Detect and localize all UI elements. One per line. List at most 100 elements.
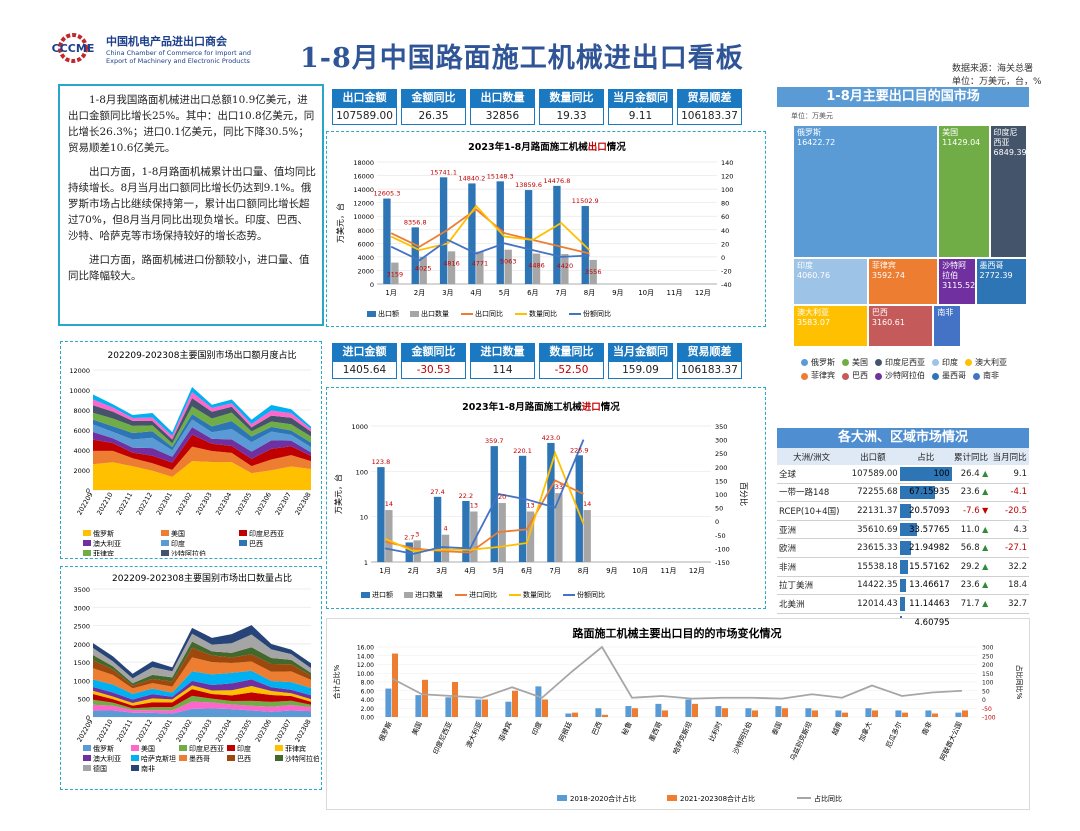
quantity-yoy-line: [384, 450, 585, 553]
y-tick-label: 2.00: [361, 706, 375, 713]
share-yoy-line: [384, 439, 585, 555]
region-month: 32.2: [990, 557, 1029, 577]
table-row: 非洲 15538.18 15.57162 29.2 ▲ 32.2: [777, 557, 1029, 577]
legend-swatch: [131, 765, 139, 771]
treemap-legend-item: 俄罗斯: [801, 357, 835, 369]
y-tick-label: 2000: [73, 641, 90, 649]
region-col-header: 占比: [899, 448, 952, 465]
x-tick-label: 11月: [661, 567, 677, 575]
quantity-bar: [476, 251, 484, 284]
org-name-en-1: China Chamber of Commerce for Import and: [106, 49, 252, 57]
legend-swatch: [131, 755, 139, 761]
export-kpi-label: 金额同比: [401, 89, 466, 107]
amount-bar: [524, 190, 533, 284]
region-name: 非洲: [777, 557, 847, 577]
treemap-cell-value: 3115.52: [942, 281, 976, 291]
area-qty-chart-title: 202209-202308主要国别市场出口数量占比: [112, 572, 292, 584]
export-plot: [377, 161, 717, 285]
treemap-legend-item: 菲律宾: [801, 370, 835, 382]
amount-bar: [575, 455, 583, 562]
table-row: 北美洲 12014.43 11.14463 71.7 ▲ 32.7: [777, 594, 1029, 614]
y2-tick-label: -100: [982, 715, 996, 722]
share-bar: [899, 578, 907, 593]
treemap-cell: 墨西哥 2772.39: [975, 258, 1027, 305]
x-tick-label: 秘鲁: [620, 720, 634, 736]
legend-swatch: [83, 530, 91, 536]
region-name: 拉丁美洲: [777, 576, 847, 596]
import-kpi-label: 进口数量: [470, 343, 535, 361]
area-series: [93, 386, 311, 437]
bar-2021-202308: [542, 699, 548, 717]
amount-label: 15148.3: [487, 172, 514, 180]
import-kpi-row: 进口金额 1405.64 金额同比 -30.53 进口数量 114 数量同比 -52.50 当月…: [332, 343, 742, 379]
region-month: 9.1: [990, 465, 1029, 484]
import-kpi-3: 数量同比 -52.50: [539, 343, 604, 379]
logo-mark: CCCME: [52, 42, 95, 55]
bar-2018-2020: [775, 706, 782, 717]
area-series: [93, 641, 311, 686]
legend-label: 澳大利亚: [93, 539, 121, 548]
treemap-cell-value: 3160.61: [871, 317, 905, 327]
y-tick-label: 12000: [69, 367, 90, 375]
bar-2018-2020: [865, 708, 872, 717]
x-tick-label: 8月: [578, 567, 589, 575]
legend-dot: [842, 359, 849, 366]
import-y2label: 百分比: [739, 482, 749, 506]
region-month: -4.1: [990, 483, 1029, 503]
arrow-up-icon: ▲: [979, 598, 989, 608]
import-kpi-label: 金额同比: [401, 343, 466, 361]
quantity-label: 14: [583, 500, 591, 508]
y-tick-label: 0: [370, 281, 374, 289]
treemap-cell-name: 菲律宾: [871, 261, 896, 271]
region-month: 32.7: [990, 594, 1029, 614]
x-tick-label: 阿联酋大公国: [938, 720, 964, 762]
share-bar: [899, 522, 918, 537]
region-share: 13.46617: [899, 576, 952, 596]
amount-label: 225.9: [570, 446, 589, 454]
treemap-cell-value: 11429.04: [942, 138, 981, 147]
x-tick-label: 阿根廷: [557, 720, 574, 743]
legend-swatch: [667, 795, 677, 801]
area-series: [93, 414, 311, 451]
x-tick-label: 202305: [234, 491, 253, 517]
legend-label: 进口数量: [415, 590, 443, 599]
region-col-header: 出口额: [846, 448, 900, 465]
import-chart-panel: 2023年1-8月路面施工机械进口情况 万美元，台 百分比 1 10 100 1000 -15…: [326, 387, 766, 609]
region-month: -27.1: [990, 538, 1029, 558]
bar-2018-2020: [595, 708, 602, 717]
export-kpi-value: 32856: [470, 107, 535, 125]
amount-label: 12605.3: [373, 190, 400, 198]
region-header: 各大洲、区域市场情况: [777, 428, 1029, 448]
table-row: 拉丁美洲 14422.35 13.46617 23.6 ▲ 18.4: [777, 576, 1029, 596]
import-kpi-value: 114: [470, 361, 535, 379]
area-series: [93, 695, 311, 711]
y-tick-label: 2000: [357, 267, 374, 275]
y-tick-label: 8000: [73, 407, 90, 415]
area-series: [93, 689, 311, 709]
legend-label: 出口额: [378, 309, 399, 318]
bar-2018-2020: [805, 708, 812, 717]
legend-swatch: [239, 540, 247, 546]
legend-label: 进口额: [372, 590, 393, 599]
quantity-bar: [504, 249, 512, 284]
import-kpi-4: 当月金额同比159.09: [608, 343, 673, 379]
y2-tick-label: 350: [715, 423, 727, 431]
area-series: [93, 434, 311, 470]
export-kpi-4: 当月金额同比9.11: [608, 89, 673, 125]
y-tick-label: 0: [86, 487, 90, 495]
region-amount: 15538.18: [846, 557, 900, 577]
legend-label: 印度尼西亚: [249, 529, 284, 538]
bar-2021-202308: [872, 710, 878, 717]
treemap-legend: 俄罗斯 美国 印度尼西亚 印度 澳大利亚 菲律宾 巴西 沙特阿拉伯 墨西哥 南非: [777, 355, 1029, 382]
import-plot: [371, 425, 711, 563]
export-kpi-row: 出口金额 107589.00 金额同比 26.35 出口数量 32856 数量同比 19.33…: [332, 89, 742, 125]
x-tick-label: 印度: [530, 720, 544, 736]
x-tick-label: 泰国: [770, 720, 784, 736]
area-series: [93, 701, 311, 714]
quantity-bar: [385, 510, 393, 562]
x-tick-label: 11月: [667, 289, 683, 297]
area-amount-panel: 202209-202308主要国别市场出口额月度占比 0 2000 4000 6000 8…: [60, 341, 322, 559]
treemap-cell-value: 6849.39: [993, 148, 1027, 157]
y-tick-label: 18000: [353, 159, 374, 167]
